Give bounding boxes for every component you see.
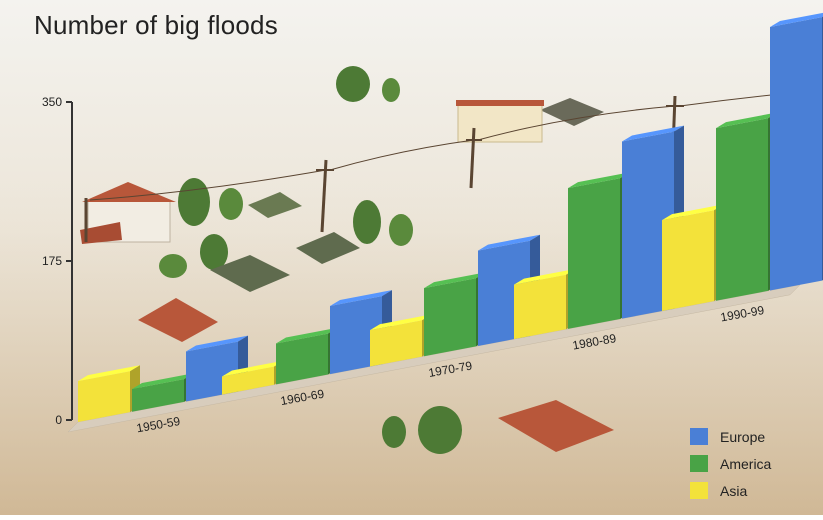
- flood-scenery-illustration: [80, 66, 801, 454]
- bar-top: [770, 12, 823, 28]
- bar-front: [78, 371, 130, 422]
- bar-front: [132, 379, 184, 412]
- bar-top: [186, 335, 248, 352]
- bar-europe-1990-99: [770, 12, 823, 291]
- bar-front: [716, 118, 768, 301]
- house-icon: [80, 182, 176, 244]
- bar-america-1980-89: [568, 172, 630, 329]
- bar-america-1990-99: [716, 112, 778, 301]
- bar-front: [222, 366, 274, 395]
- bar-top: [424, 272, 486, 289]
- legend-label: Europe: [720, 429, 765, 445]
- bar-front: [568, 178, 620, 329]
- legend-swatch: [690, 455, 708, 472]
- bar-front: [276, 333, 328, 385]
- bar-top: [370, 314, 432, 331]
- legend-swatch: [690, 428, 708, 445]
- legend-label: America: [720, 456, 772, 472]
- bar-top: [330, 290, 392, 306]
- bar-top: [478, 234, 540, 251]
- bar-front: [370, 320, 422, 367]
- y-tick-label: 350: [42, 95, 62, 109]
- building-icon: [456, 100, 544, 143]
- bar-front: [622, 131, 674, 319]
- bar-front: [424, 278, 476, 357]
- bar-top: [132, 373, 194, 390]
- bar-asia-1980-89: [514, 268, 576, 340]
- bar-front: [330, 296, 382, 375]
- legend-item-america: America: [690, 455, 772, 472]
- y-axis-ticks: 0 175 350: [42, 95, 72, 427]
- bar-top: [716, 112, 778, 129]
- bar-america-1970-79: [424, 272, 486, 357]
- legend-label: Asia: [720, 483, 747, 499]
- bar-top: [622, 125, 684, 142]
- bar-top: [276, 327, 338, 344]
- bar-top: [662, 204, 724, 221]
- bar-front: [770, 17, 822, 291]
- tree-icon: [159, 66, 462, 454]
- legend: Europe America Asia: [690, 428, 772, 499]
- bar-front: [662, 210, 714, 312]
- bars-layer: [78, 12, 823, 422]
- y-tick-label: 175: [42, 254, 62, 268]
- roof-icon: [138, 98, 614, 452]
- bar-top: [222, 360, 284, 377]
- legend-item-europe: Europe: [690, 428, 765, 445]
- bar-top: [78, 365, 140, 382]
- legend-item-asia: Asia: [690, 482, 747, 499]
- chart-title: Number of big floods: [34, 10, 278, 40]
- legend-swatch: [690, 482, 708, 499]
- bar-front: [514, 274, 566, 340]
- bar-asia-1990-99: [662, 204, 724, 312]
- bar-europe-1960-69: [330, 290, 392, 375]
- y-tick-label: 0: [55, 413, 62, 427]
- bar-top: [568, 172, 630, 189]
- bar-top: [514, 268, 576, 285]
